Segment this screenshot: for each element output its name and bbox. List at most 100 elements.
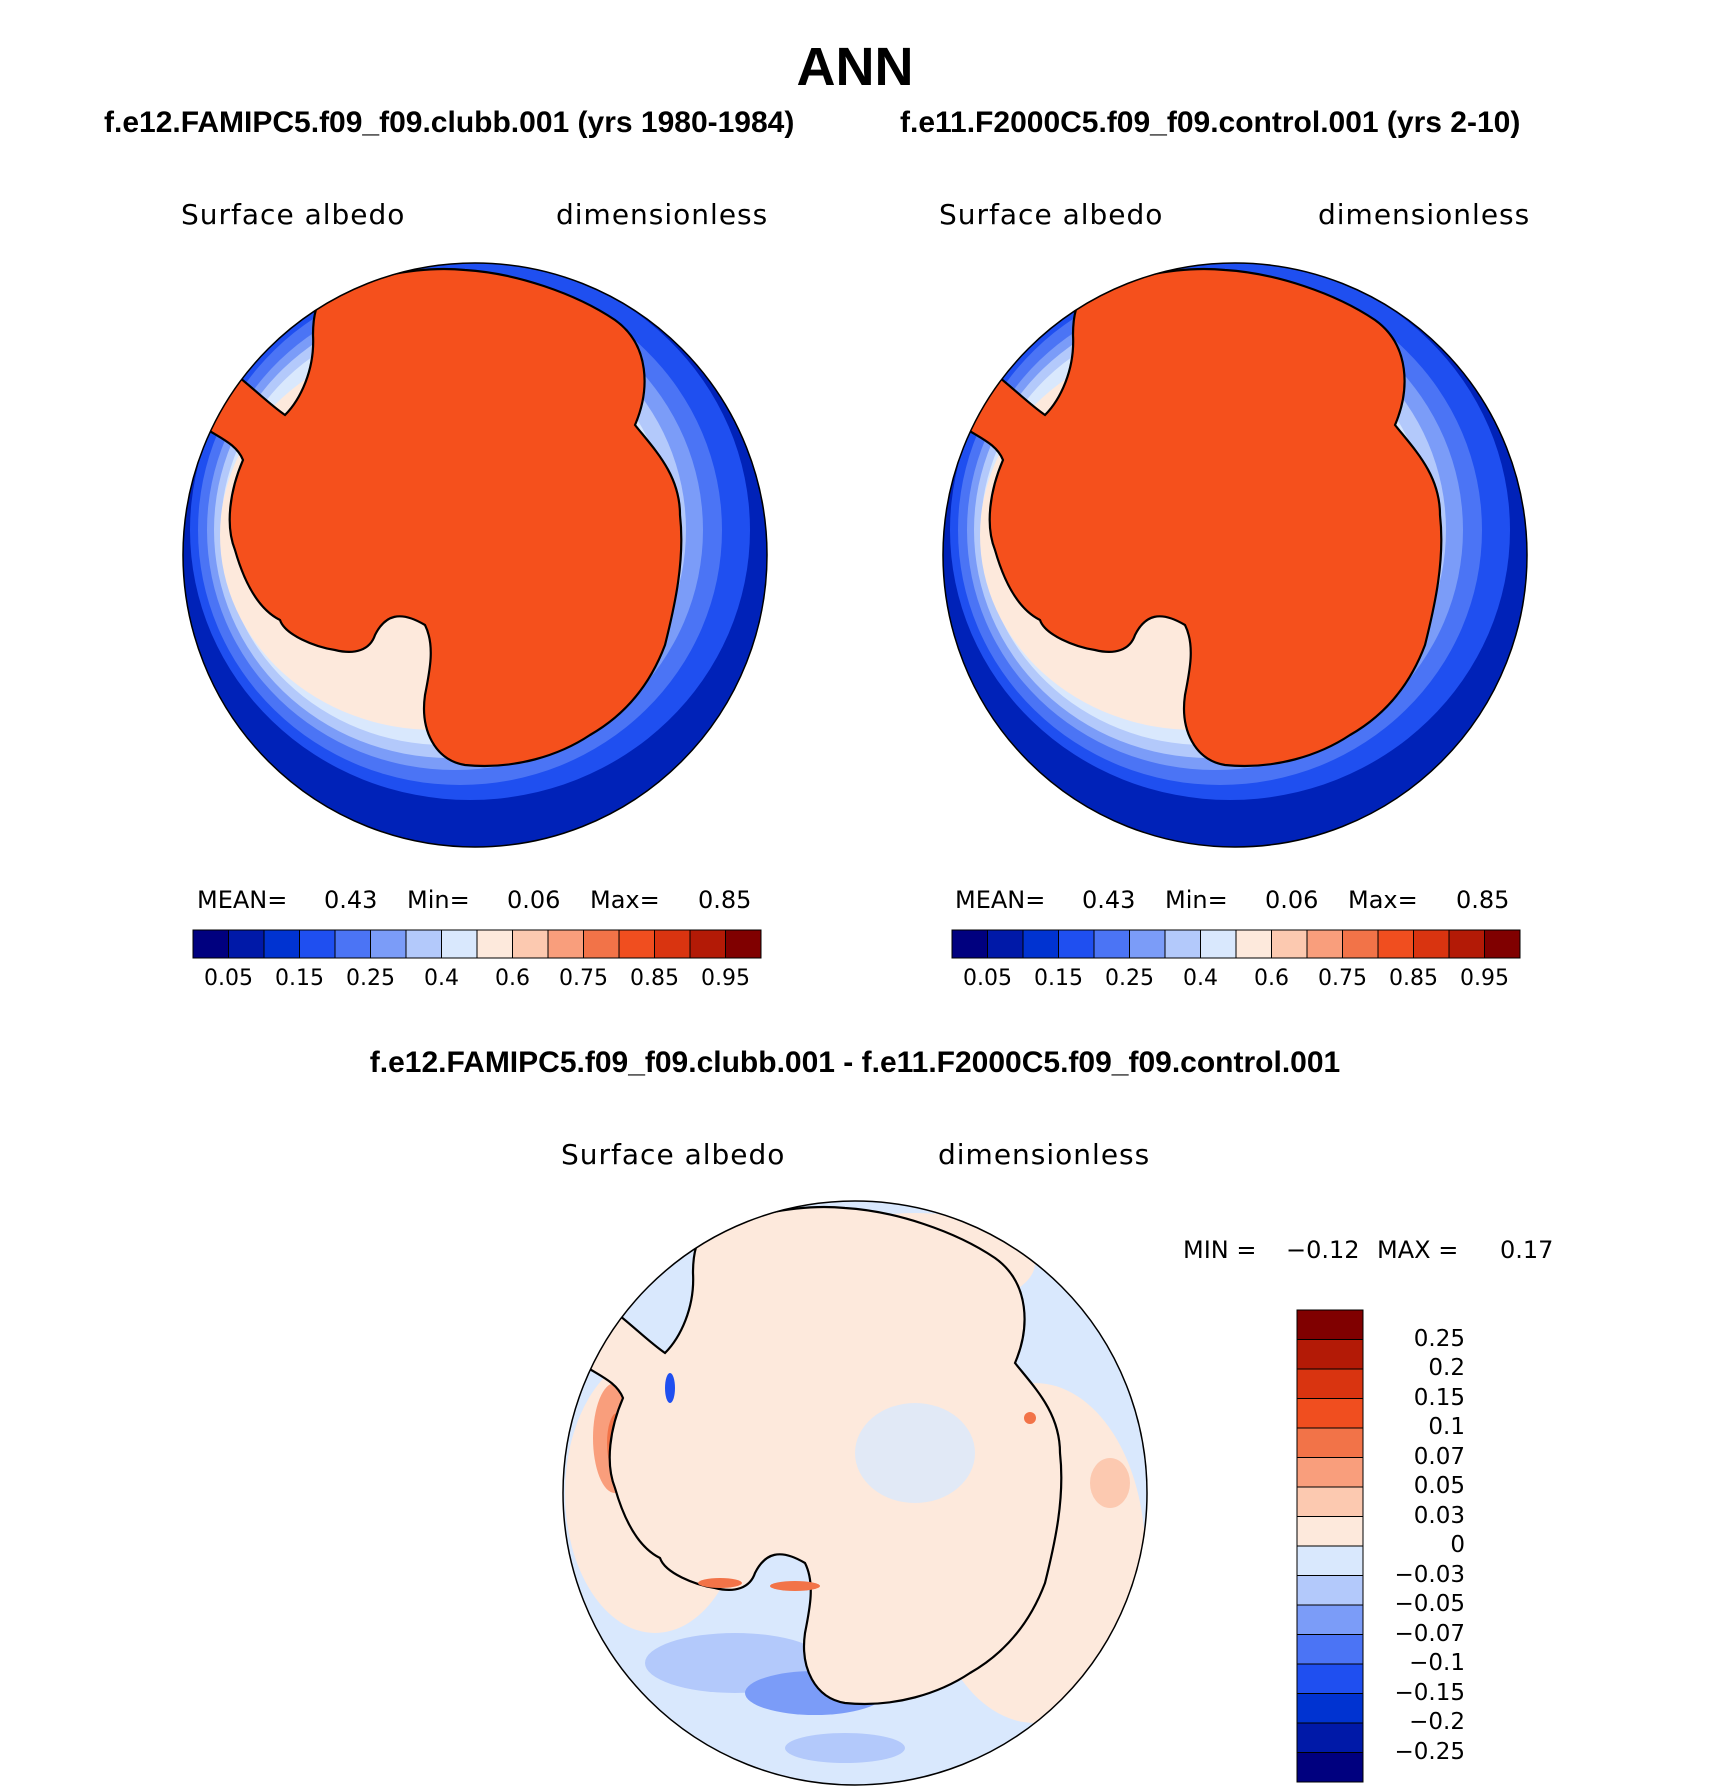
panel1-colorbar-swatch	[689, 929, 726, 959]
panel3-colorbar-swatch	[1296, 1545, 1364, 1576]
panel1-colorbar-swatch	[299, 929, 336, 959]
panel1-map-border	[182, 262, 768, 848]
panel3-colorbar-swatch	[1296, 1486, 1364, 1517]
panel3-colorbar-tick-label: −0.15	[1394, 1679, 1465, 1706]
panel2-colorbar-swatch	[1448, 929, 1485, 959]
panel1-colorbar-swatch	[228, 929, 265, 959]
panel1-colorbar-tick-label: 0.15	[275, 966, 324, 991]
panel3-colorbar-swatch	[1296, 1693, 1364, 1724]
panel1-colorbar-swatch	[370, 929, 407, 959]
panel3-colorbar	[1296, 1309, 1364, 1783]
panel3-colorbar-tick-label: 0.15	[1413, 1384, 1465, 1411]
panel1-colorbar-tick-label: 0.6	[495, 966, 530, 991]
panel2-max-value: 0.85	[1456, 886, 1510, 914]
panel3-colorbar-tick-label: −0.07	[1394, 1620, 1465, 1647]
panel2-mean-label: MEAN=	[955, 886, 1046, 914]
panel1-units: dimensionless	[556, 198, 769, 231]
panel3-colorbar-swatch	[1296, 1309, 1364, 1340]
panel1-colorbar-tick-label: 0.05	[204, 966, 253, 991]
panel1-colorbar-swatch	[618, 929, 655, 959]
panel1-colorbar-swatch	[725, 929, 762, 959]
panel2-colorbar-swatch	[1484, 929, 1521, 959]
panel3-colorbar-swatch	[1296, 1368, 1364, 1399]
panel2-colorbar-tick-label: 0.25	[1105, 966, 1154, 991]
panel1-colorbar	[192, 929, 762, 959]
panel3-colorbar-swatch	[1296, 1604, 1364, 1635]
panel3-colorbar-swatch	[1296, 1457, 1364, 1488]
panel2-colorbar-swatch	[1271, 929, 1308, 959]
panel3-colorbar-tick-label: 0.05	[1413, 1473, 1465, 1499]
panel2-variable: Surface albedo	[939, 198, 1164, 231]
panel1-mean-value: 0.43	[324, 886, 378, 914]
panel3-max-value: 0.17	[1500, 1236, 1554, 1264]
panel3-colorbar-tick-label: 0.1	[1428, 1414, 1465, 1440]
panel2-colorbar-swatch	[1377, 929, 1414, 959]
panel3-colorbar-swatch	[1296, 1722, 1364, 1753]
panel3-min-label: MIN =	[1183, 1236, 1257, 1264]
panel2-colorbar-tick-label: 0.75	[1318, 966, 1367, 991]
panel1-mean-label: MEAN=	[197, 886, 288, 914]
panel3-colorbar-swatch	[1296, 1752, 1364, 1783]
panel1-colorbar-swatch	[334, 929, 371, 959]
panel3-colorbar-tick-label: −0.2	[1409, 1709, 1465, 1735]
panel2-colorbar-swatch	[1306, 929, 1343, 959]
panel2-map-border	[942, 262, 1528, 848]
panel1-case-title: f.e12.FAMIPC5.f09_f09.clubb.001 (yrs 198…	[104, 106, 795, 139]
panel3-colorbar-tick-label: −0.03	[1394, 1561, 1465, 1588]
panel2-min-value: 0.06	[1265, 886, 1319, 914]
panel1-colorbar-swatch	[583, 929, 620, 959]
panel2-colorbar-tick-label: 0.05	[963, 966, 1012, 991]
panel3-colorbar-tick-label: 0.2	[1428, 1355, 1465, 1381]
panel3-max-label: MAX =	[1377, 1236, 1459, 1264]
panel2-case-title: f.e11.F2000C5.f09_f09.control.001 (yrs 2…	[900, 106, 1521, 139]
panel2-colorbar-swatch	[1093, 929, 1130, 959]
panel2-max-label: Max=	[1348, 886, 1418, 914]
panel2-min-label: Min=	[1165, 886, 1228, 914]
page-title: ANN	[796, 37, 914, 97]
panel2-colorbar	[951, 929, 1521, 959]
panel2-colorbar-swatch	[1200, 929, 1237, 959]
panel3-case-title: f.e12.FAMIPC5.f09_f09.clubb.001 - f.e11.…	[369, 1046, 1341, 1079]
panel1-colorbar-tick-label: 0.85	[630, 966, 679, 991]
panel1-colorbar-tick-label: 0.4	[424, 966, 459, 991]
panel3-map-border	[562, 1200, 1148, 1786]
panel2-colorbar-swatch	[1022, 929, 1059, 959]
panel1-variable: Surface albedo	[181, 198, 406, 231]
panel1-max-value: 0.85	[698, 886, 752, 914]
panel1-colorbar-swatch	[405, 929, 442, 959]
panel1-colorbar-swatch	[512, 929, 549, 959]
panel2-colorbar-swatch	[987, 929, 1024, 959]
panel2-colorbar-tick-label: 0.95	[1460, 966, 1509, 991]
panel3-min-value: −0.12	[1286, 1236, 1360, 1264]
panel2-colorbar-swatch	[1058, 929, 1095, 959]
panel2-mean-value: 0.43	[1082, 886, 1136, 914]
panel1-max-label: Max=	[590, 886, 660, 914]
panel3-colorbar-tick-label: 0	[1450, 1532, 1465, 1558]
panel2-colorbar-swatch	[1413, 929, 1450, 959]
panel2-colorbar-tick-label: 0.85	[1389, 966, 1438, 991]
panel2-colorbar-tick-label: 0.15	[1034, 966, 1083, 991]
panel2-colorbar-swatch	[1235, 929, 1272, 959]
panel1-colorbar-swatch	[441, 929, 478, 959]
panel3-colorbar-swatch	[1296, 1634, 1364, 1665]
panel1-colorbar-swatch	[547, 929, 584, 959]
panel1-colorbar-tick-label: 0.25	[346, 966, 395, 991]
panel3-colorbar-swatch	[1296, 1427, 1364, 1458]
panel2-map	[943, 263, 1527, 847]
panel1-colorbar-swatch	[192, 929, 229, 959]
panel1-colorbar-swatch	[476, 929, 513, 959]
panel1-min-value: 0.06	[507, 886, 561, 914]
panel3-colorbar-tick-label: −0.05	[1394, 1591, 1465, 1617]
panel1-colorbar-tick-label: 0.95	[701, 966, 750, 991]
panel1-colorbar-tick-label: 0.75	[559, 966, 608, 991]
panel2-colorbar-swatch	[1164, 929, 1201, 959]
panel3-colorbar-swatch	[1296, 1575, 1364, 1606]
panel1-colorbar-swatch	[263, 929, 300, 959]
panel3-colorbar-swatch	[1296, 1398, 1364, 1429]
panel2-colorbar-tick-label: 0.6	[1254, 966, 1289, 991]
panel3-colorbar-tick-label: 0.07	[1413, 1443, 1465, 1470]
panel1-colorbar-swatch	[654, 929, 691, 959]
panel3-colorbar-swatch	[1296, 1663, 1364, 1694]
panel3-colorbar-tick-label: −0.25	[1394, 1738, 1465, 1765]
